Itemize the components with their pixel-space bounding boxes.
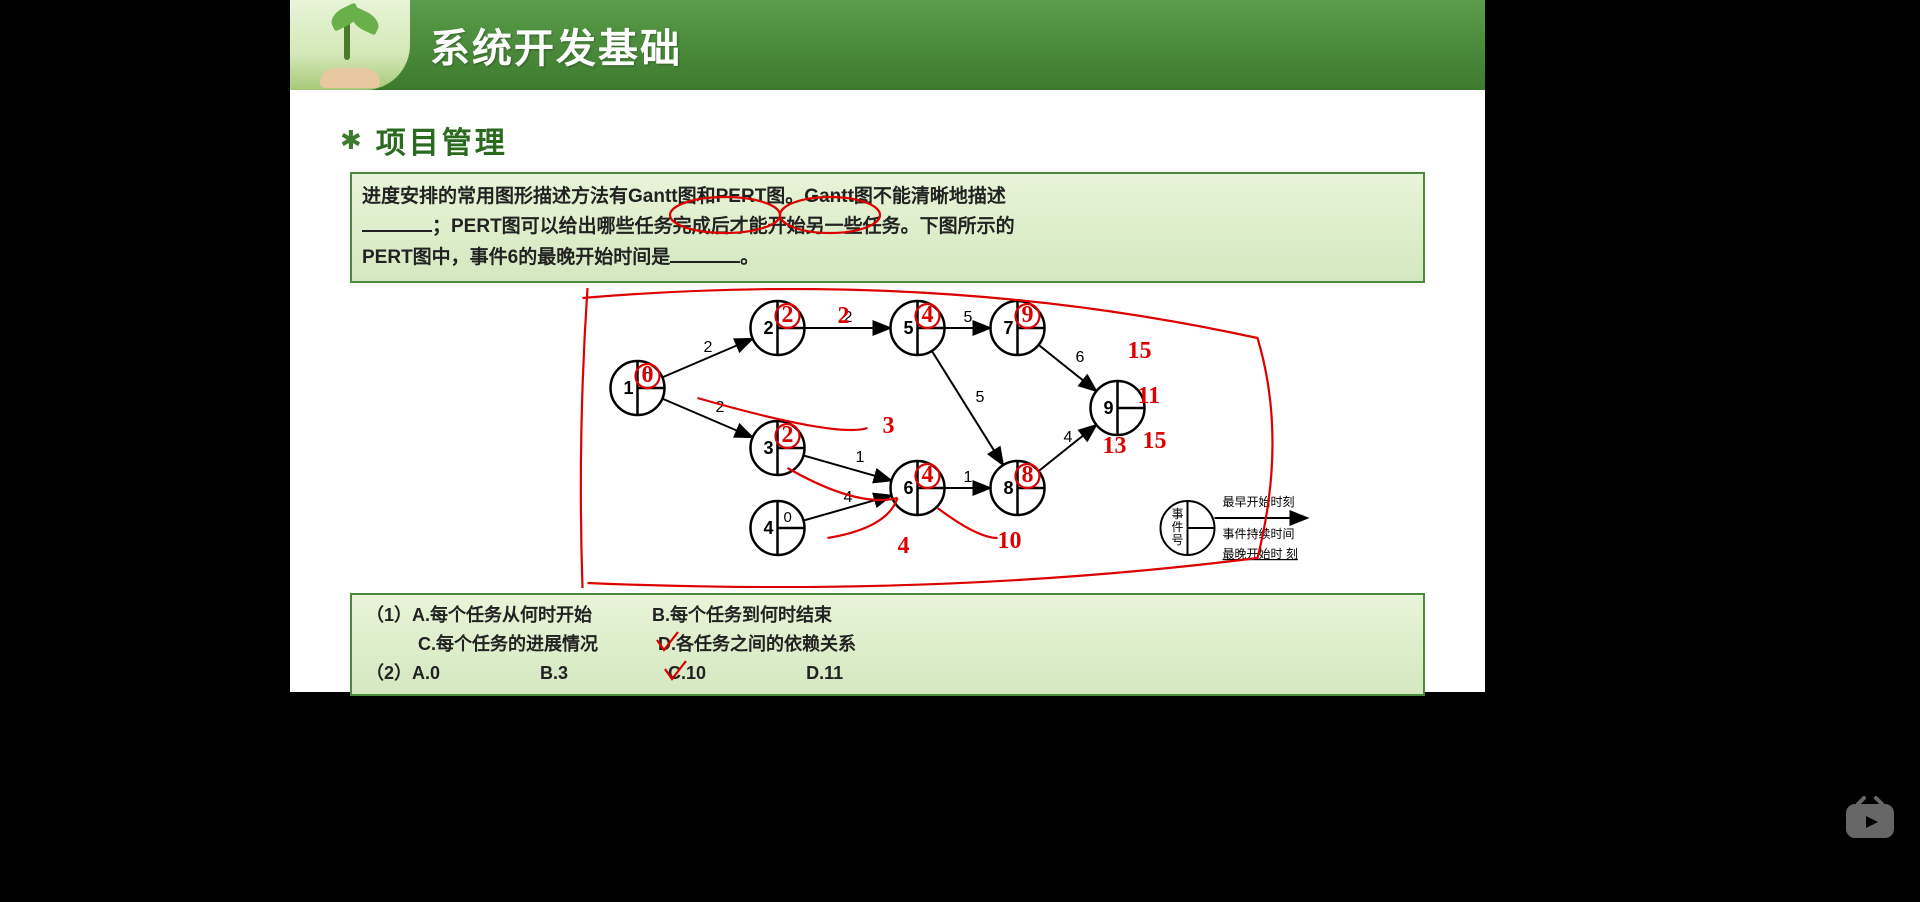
edge-weight: 1 <box>856 449 865 466</box>
slide: 系统开发基础 ✱ 项目管理 进度安排的常用图形描述方法有Gantt图和PERT图… <box>290 0 1485 692</box>
banner-title: 系统开发基础 <box>430 16 682 74</box>
legend-es-label: 最早开始时刻 <box>1223 495 1295 509</box>
node-9: 9 <box>1091 381 1145 435</box>
edge-1-3 <box>662 399 752 438</box>
q2-opt-a: A.0 <box>412 663 440 683</box>
q1-opt-b: B.每个任务到何时结束 <box>652 601 872 630</box>
answer-mark-c <box>660 657 690 685</box>
edge-weight: 5 <box>964 309 973 326</box>
gear-icon: ✱ <box>340 125 362 156</box>
svg-text:4: 4 <box>764 518 774 538</box>
annotation-extra: 4 <box>898 533 910 559</box>
edge-5-8 <box>932 351 1003 465</box>
q2-opt-d: D.11 <box>806 659 843 688</box>
section-header: ✱ 项目管理 <box>290 90 1485 172</box>
annotation-extra: 11 <box>1138 383 1161 409</box>
section-title: 项目管理 <box>376 118 508 162</box>
q1-opt-d: D.各任务之间的依赖关系 <box>658 634 856 654</box>
svg-text:1: 1 <box>624 378 634 398</box>
pert-diagram: 2221455164 10234056789 事件号 最早开始时刻 事件持续时间… <box>350 288 1425 588</box>
legend-id-label: 事件号 <box>1172 507 1184 547</box>
answer-row-2: （2）A.0 B.3 C.10 D.11 <box>366 659 1409 688</box>
q1-opt-c: C.每个任务的进展情况 <box>366 630 598 659</box>
answers-box: （1）A.每个任务从何时开始 B.每个任务到何时结束 C.每个任务的进展情况 D… <box>350 593 1425 695</box>
svg-text:7: 7 <box>1004 318 1014 338</box>
q1-opt-a: A.每个任务从何时开始 <box>412 605 592 625</box>
edge-weight: 2 <box>704 339 713 356</box>
annotation-extra: 13 <box>1103 433 1127 459</box>
edge-3-6 <box>803 456 891 481</box>
edge-7-9 <box>1039 345 1097 391</box>
blank-1 <box>362 213 432 232</box>
edge-weight: 4 <box>1064 429 1073 446</box>
question-text: PERT图中，事件6的最晚开始时间是 <box>362 247 670 268</box>
q2-opt-b: B.3 <box>540 659 568 688</box>
answer-row-1a: （1）A.每个任务从何时开始 B.每个任务到何时结束 <box>366 601 1409 630</box>
svg-text:8: 8 <box>1004 478 1014 498</box>
svg-text:0: 0 <box>784 509 792 526</box>
node-4: 40 <box>751 501 805 555</box>
legend-dur-label: 事件持续时间 <box>1223 526 1295 541</box>
question-text-keyword: Gantt图和PERT图 <box>628 186 785 207</box>
bilibili-tv-icon[interactable] <box>1840 794 1900 842</box>
edge-weight: 6 <box>1076 349 1085 366</box>
pert-svg: 2221455164 10234056789 事件号 最早开始时刻 事件持续时间… <box>350 288 1425 588</box>
svg-text:2: 2 <box>764 318 774 338</box>
banner: 系统开发基础 <box>290 0 1485 90</box>
content-area: 进度安排的常用图形描述方法有Gantt图和PERT图。Gantt图不能清晰地描述… <box>290 172 1485 696</box>
question-text: 进度安排的常用图形描述方法有 <box>362 186 628 207</box>
annotation-extra: 2 <box>838 303 850 329</box>
svg-text:5: 5 <box>904 318 914 338</box>
answer-mark-d <box>652 628 682 656</box>
edge-weight: 5 <box>976 389 985 406</box>
svg-text:3: 3 <box>764 438 774 458</box>
question-text: ；PERT图可以给出哪些任务完成后才能开始另一些任务。下图所示的 <box>432 216 1015 237</box>
answer-row-1b: C.每个任务的进展情况 D.各任务之间的依赖关系 <box>366 630 1409 659</box>
svg-text:9: 9 <box>1104 398 1114 418</box>
edge-weight: 4 <box>844 489 853 506</box>
annotation-extra: 10 <box>998 528 1022 554</box>
question-text: 。Gantt图不能清晰地描述 <box>785 186 1006 207</box>
question-text: 。 <box>740 247 759 268</box>
edge-weight: 1 <box>964 469 973 486</box>
edge-weight: 2 <box>716 399 725 416</box>
blank-2 <box>670 244 740 263</box>
banner-plant-image <box>290 0 410 90</box>
q1-label: （1） <box>366 605 412 625</box>
annotation-extra: 15 <box>1143 428 1167 454</box>
annotation-extra: 3 <box>883 413 895 439</box>
svg-text:6: 6 <box>904 478 914 498</box>
question-box: 进度安排的常用图形描述方法有Gantt图和PERT图。Gantt图不能清晰地描述… <box>350 172 1425 283</box>
q2-label: （2） <box>366 663 412 683</box>
annotation-extra: 15 <box>1128 338 1152 364</box>
